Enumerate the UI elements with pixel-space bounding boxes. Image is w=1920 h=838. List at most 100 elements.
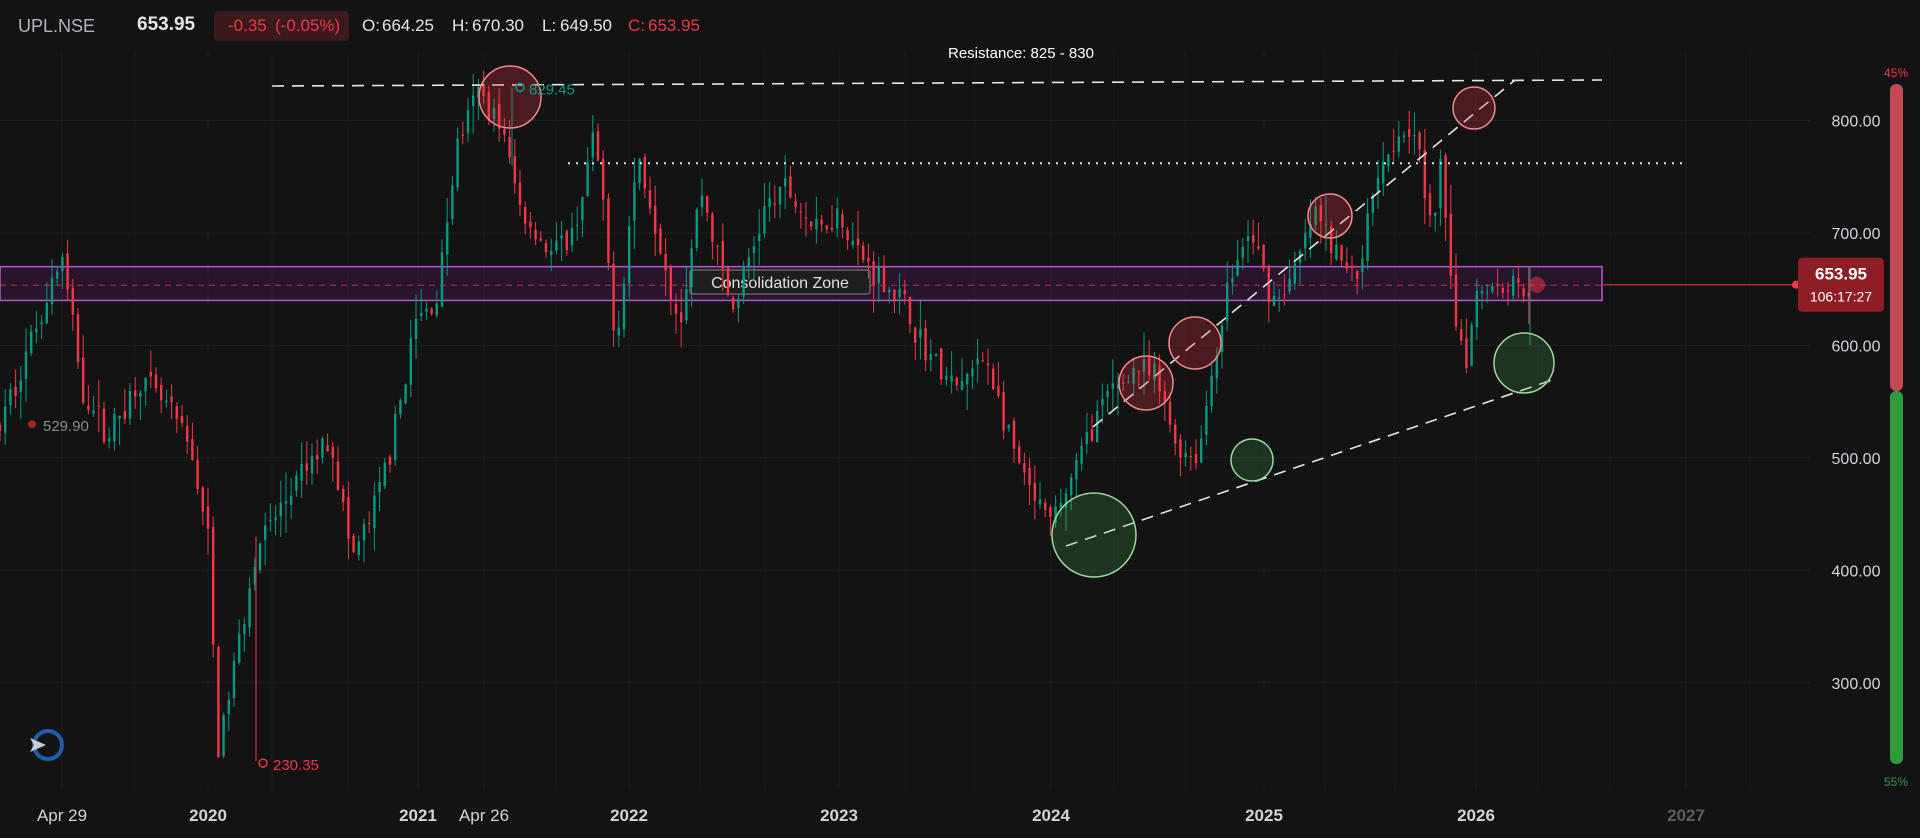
candle-body	[1168, 401, 1172, 425]
candle-body	[799, 211, 802, 213]
high-marker	[515, 82, 525, 93]
candle	[1506, 281, 1510, 306]
candle-body	[1049, 507, 1052, 517]
candle	[274, 505, 277, 536]
candle-body	[404, 384, 407, 403]
candle-body	[810, 221, 813, 227]
last-price-dot	[1529, 276, 1545, 293]
candle	[659, 223, 662, 255]
time-tick-label: Apr 29	[37, 806, 87, 825]
candle	[508, 119, 511, 164]
candle	[0, 421, 2, 442]
candle	[170, 384, 173, 419]
open-label: O:	[362, 16, 380, 35]
candle-body	[1454, 274, 1458, 327]
time-axis[interactable]: Apr 29 2020 2021 Apr 26 2022 2023 2024 2025 2026…	[37, 806, 1705, 825]
candle	[1241, 238, 1244, 270]
candle-body	[903, 290, 906, 295]
candle-body	[945, 375, 948, 380]
candle	[1314, 196, 1317, 230]
candle	[778, 186, 782, 219]
resistance-touch-marker	[1307, 193, 1353, 239]
candle-body	[1033, 482, 1036, 501]
candle	[1475, 278, 1478, 340]
candle-body	[596, 131, 600, 161]
candle-body	[1153, 363, 1156, 380]
candle	[940, 348, 943, 385]
candle-body	[134, 390, 137, 397]
candle-body	[1106, 391, 1109, 398]
candle-body	[550, 250, 553, 255]
candle	[1350, 255, 1354, 282]
candle-body	[726, 267, 730, 295]
candle	[1252, 219, 1255, 255]
candle-body	[1085, 431, 1088, 445]
candle	[524, 201, 527, 235]
candle	[1158, 354, 1161, 405]
candle	[300, 442, 303, 498]
candle-body	[565, 231, 568, 251]
logo-icon[interactable]	[30, 729, 64, 761]
candle-body	[789, 176, 792, 198]
candle-body	[1517, 278, 1520, 283]
candle	[191, 422, 194, 461]
candle-body	[1075, 459, 1078, 480]
candle	[810, 220, 813, 231]
candle-body	[1054, 506, 1057, 523]
candle-body	[981, 360, 984, 362]
candle-body	[394, 413, 397, 460]
candle-body	[1283, 294, 1286, 296]
candle	[1366, 197, 1369, 270]
candle	[1122, 373, 1125, 392]
candle-body	[1044, 502, 1047, 510]
candle-body	[851, 240, 854, 245]
candle	[680, 288, 683, 348]
candle-body	[1252, 235, 1255, 243]
candle	[1283, 273, 1286, 306]
symbol-name[interactable]: UPL.NSE	[18, 16, 96, 36]
candle	[357, 535, 360, 561]
candle	[929, 339, 932, 372]
cursor-arrow-icon	[30, 738, 46, 752]
candle-body	[1127, 381, 1130, 383]
candle	[1168, 393, 1172, 433]
candle-body	[368, 523, 371, 525]
price-tick-label: 700.00	[1832, 226, 1881, 243]
candle-body	[1174, 424, 1177, 444]
candle	[565, 229, 568, 256]
price-tick-label: 800.00	[1832, 114, 1881, 131]
time-tick-label: 2026	[1457, 806, 1495, 825]
candle	[721, 223, 724, 291]
candle	[1376, 160, 1380, 209]
candle-body	[700, 195, 704, 208]
candle-body	[1080, 445, 1083, 464]
candle-body	[1184, 452, 1187, 458]
candle	[804, 201, 808, 237]
candle	[118, 415, 121, 445]
candle-body	[222, 715, 225, 757]
candle-body	[128, 391, 132, 419]
candle-body	[924, 328, 927, 361]
candle	[893, 289, 896, 314]
candle	[643, 153, 646, 199]
candle-body	[794, 201, 797, 207]
candle	[1080, 438, 1083, 471]
candle	[305, 440, 308, 486]
candle-body	[654, 205, 657, 234]
candle-body	[0, 424, 2, 431]
candle	[1428, 184, 1432, 227]
candle-body	[66, 253, 69, 290]
candle-body	[518, 182, 522, 205]
candle-body	[92, 410, 95, 414]
candle-body	[264, 525, 267, 540]
candle-body	[1501, 287, 1504, 293]
support-touch-marker	[1493, 332, 1555, 394]
resistance-line	[271, 79, 1603, 87]
candle	[1033, 465, 1036, 520]
candle	[763, 183, 766, 239]
candle-body	[758, 234, 761, 242]
candle	[560, 221, 563, 262]
candle	[404, 383, 407, 405]
candle	[446, 198, 449, 276]
